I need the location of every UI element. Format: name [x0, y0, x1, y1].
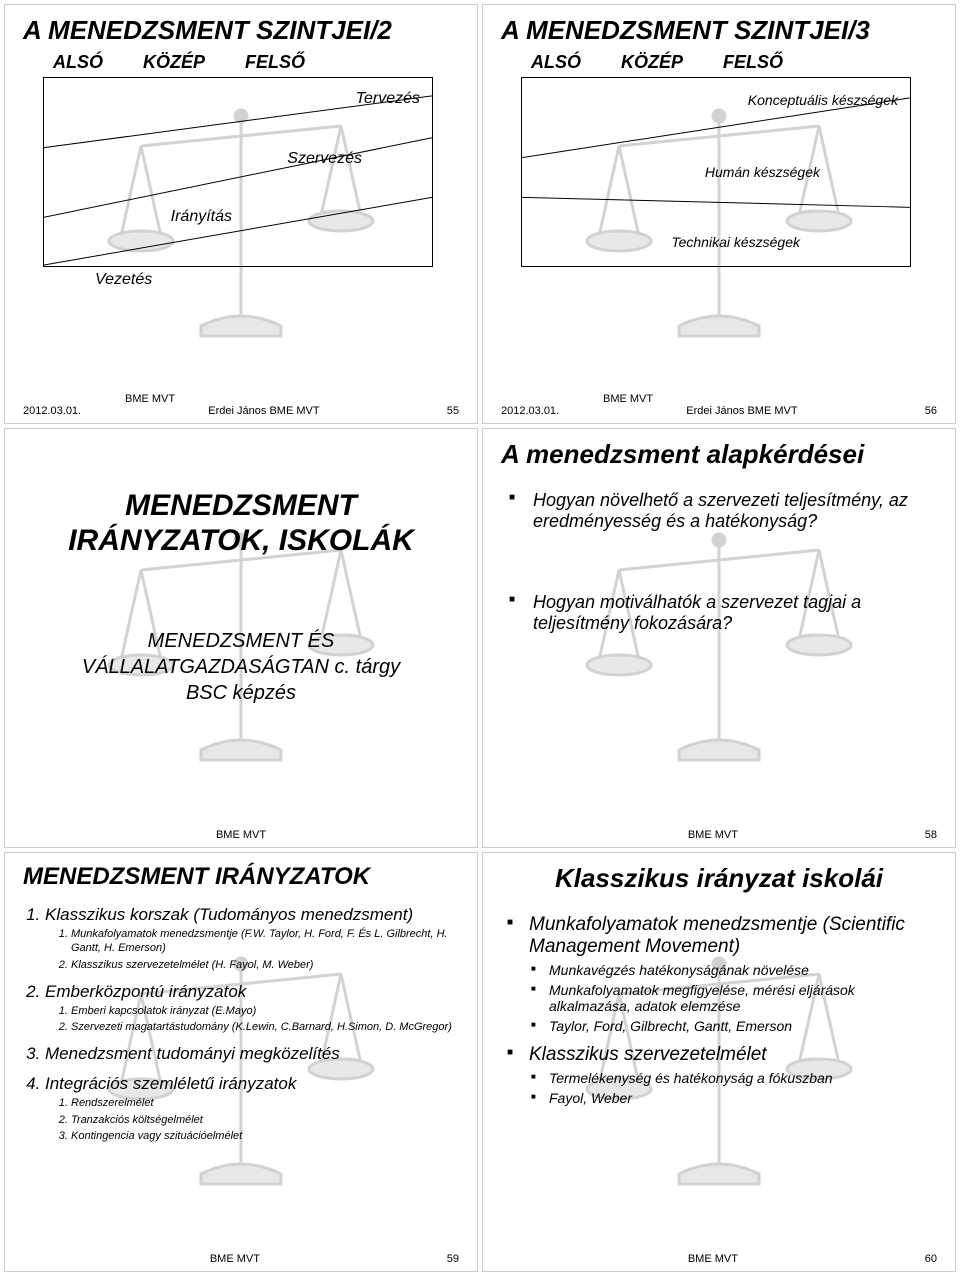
slide6-subitem: Termelékenység és hatékonyság a fókuszba…	[549, 1070, 937, 1086]
slide4-item: Hogyan növelhető a szervezeti teljesítmé…	[533, 490, 937, 532]
slide-3: MENEDZSMENT IRÁNYZATOK, ISKOLÁK MENEDZSM…	[4, 428, 478, 848]
slide2-levels: ALSÓ KÖZÉP FELSŐ	[531, 52, 937, 73]
slide6-list: Munkafolyamatok menedzsmentje (Scientifi…	[501, 914, 937, 1106]
slide4-title: A menedzsment alapkérdései	[501, 439, 937, 470]
slide2-title: A MENEDZSMENT SZINTJEI/3	[501, 15, 937, 46]
footer-page: 60	[925, 1253, 937, 1265]
slide5-item: Emberközpontú irányzatokEmberi kapcsolat…	[45, 982, 459, 1035]
band-bottom-label: Vezetés	[95, 271, 152, 288]
band-label: Tervezés	[356, 90, 420, 108]
footer-brand: BME MVT	[688, 1253, 738, 1265]
slide-footer: 2012.03.01. Erdei János BME MVT 56	[501, 405, 937, 417]
slide-6: Klasszikus irányzat iskolái Munkafolyama…	[482, 852, 956, 1272]
level-label: FELSŐ	[723, 52, 783, 73]
slide5-subitem: Tranzakciós költségelmélet	[71, 1113, 459, 1127]
slide6-subitem: Taylor, Ford, Gilbrecht, Gantt, Emerson	[549, 1018, 937, 1034]
band-label: Irányítás	[171, 208, 232, 226]
level-label: ALSÓ	[531, 52, 581, 73]
slide5-item: Klasszikus korszak (Tudományos menedzsme…	[45, 905, 459, 972]
slide3-title1: MENEDZSMENT	[23, 489, 459, 524]
footer-brand: BME MVT	[688, 829, 738, 841]
slide5-subitem: Emberi kapcsolatok irányzat (E.Mayo)	[71, 1004, 459, 1018]
footer-date: 2012.03.01.	[501, 405, 559, 417]
slide6-group: Munkafolyamatok menedzsmentje (Scientifi…	[529, 914, 937, 958]
level-label: KÖZÉP	[143, 52, 205, 73]
slide-2: A MENEDZSMENT SZINTJEI/3 ALSÓ KÖZÉP FELS…	[482, 4, 956, 424]
band-label: Szervezés	[287, 150, 362, 168]
footer-brand: BME MVT	[216, 829, 266, 841]
slide5-title: MENEDZSMENT IRÁNYZATOK	[23, 863, 459, 891]
footer-page: 56	[925, 405, 937, 417]
footer-date: 2012.03.01.	[23, 405, 81, 417]
slide-footer: BME MVT 60	[501, 1253, 937, 1265]
band-label: Konceptuális készségek	[748, 92, 898, 108]
slide4-item: Hogyan motiválhatók a szervezet tagjai a…	[533, 592, 937, 634]
band-label: Technikai készségek	[671, 234, 800, 250]
slide1-title: A MENEDZSMENT SZINTJEI/2	[23, 15, 459, 46]
slide6-group: Klasszikus szervezetelmélet	[529, 1044, 937, 1066]
slide2-chart: Konceptuális készségek Humán készségek T…	[521, 77, 911, 267]
slide3-title2: IRÁNYZATOK, ISKOLÁK	[23, 524, 459, 559]
slide5-subitem: Kontingencia vagy szituációelmélet	[71, 1129, 459, 1143]
slide4-list: Hogyan növelhető a szervezeti teljesítmé…	[501, 490, 937, 634]
slide-4: A menedzsment alapkérdései Hogyan növelh…	[482, 428, 956, 848]
slide6-subitem: Munkavégzés hatékonyságának növelése	[549, 962, 937, 978]
slide5-item: Menedzsment tudományi megközelítés	[45, 1044, 459, 1064]
slide6-title: Klasszikus irányzat iskolái	[501, 863, 937, 894]
slide3-sub1: MENEDZSMENT ÉS	[23, 628, 459, 654]
slide-footer: BME MVT 59	[23, 1253, 459, 1265]
slide6-subitem: Fayol, Weber	[549, 1090, 937, 1106]
slide6-subitem: Munkafolyamatok megfigyelése, mérési elj…	[549, 982, 937, 1014]
slide1-levels: ALSÓ KÖZÉP FELSŐ	[53, 52, 459, 73]
slide5-subitem: Klasszikus szervezetelmélet (H. Fayol, M…	[71, 958, 459, 972]
slide1-chart: Tervezés Szervezés Irányítás	[43, 77, 433, 267]
level-label: KÖZÉP	[621, 52, 683, 73]
level-label: ALSÓ	[53, 52, 103, 73]
slide-footer: BME MVT 58	[501, 829, 937, 841]
footer-brand: BME MVT	[603, 393, 653, 405]
footer-page: 58	[925, 829, 937, 841]
slide3-sub2: VÁLLALATGAZDASÁGTAN c. tárgy	[23, 654, 459, 680]
slide3-sub3: BSC képzés	[23, 680, 459, 706]
footer-brand: BME MVT	[125, 393, 175, 405]
slide5-subitem: Munkafolyamatok menedzsmentje (F.W. Tayl…	[71, 927, 459, 956]
slide5-subitem: Rendszerelmélet	[71, 1096, 459, 1110]
footer-page: 59	[447, 1253, 459, 1265]
slide5-list: Klasszikus korszak (Tudományos menedzsme…	[23, 905, 459, 1143]
slide-footer: 2012.03.01. Erdei János BME MVT 55	[23, 405, 459, 417]
footer-author: Erdei János BME MVT	[686, 405, 797, 417]
slide-1: A MENEDZSMENT SZINTJEI/2 ALSÓ KÖZÉP FELS…	[4, 4, 478, 424]
slide-5: MENEDZSMENT IRÁNYZATOK Klasszikus korsza…	[4, 852, 478, 1272]
band-label: Humán készségek	[705, 164, 820, 180]
footer-brand: BME MVT	[210, 1253, 260, 1265]
slide5-subitem: Szervezeti magatartástudomány (K.Lewin, …	[71, 1020, 459, 1034]
slide5-item: Integrációs szemléletű irányzatokRendsze…	[45, 1074, 459, 1143]
footer-author: Erdei János BME MVT	[208, 405, 319, 417]
footer-page: 55	[447, 405, 459, 417]
slide-footer: BME MVT	[23, 829, 459, 841]
level-label: FELSŐ	[245, 52, 305, 73]
